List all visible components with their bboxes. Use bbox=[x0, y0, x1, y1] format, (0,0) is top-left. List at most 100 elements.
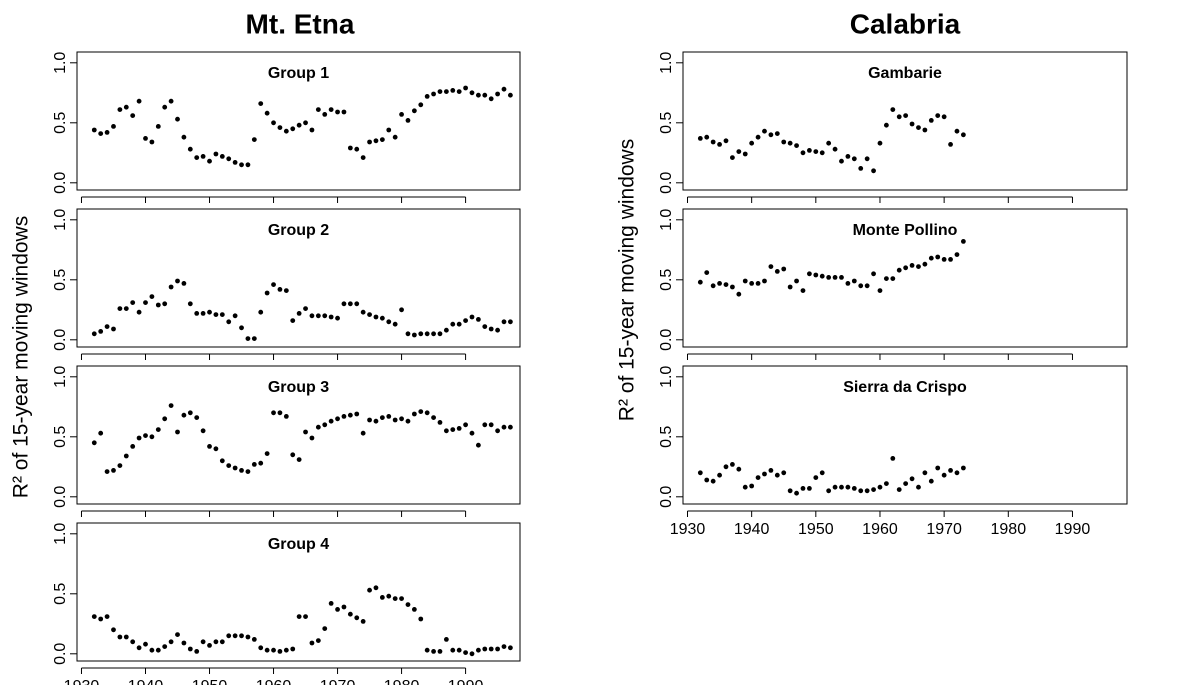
point bbox=[232, 633, 238, 639]
point bbox=[456, 647, 462, 653]
point bbox=[245, 469, 251, 474]
point bbox=[819, 273, 825, 279]
point bbox=[883, 481, 889, 486]
point bbox=[347, 412, 353, 418]
point bbox=[800, 288, 806, 293]
point bbox=[111, 627, 116, 633]
point bbox=[136, 309, 142, 315]
point bbox=[155, 647, 161, 653]
point bbox=[501, 644, 507, 649]
point bbox=[143, 136, 148, 141]
point bbox=[315, 424, 321, 430]
point bbox=[845, 154, 851, 159]
point bbox=[877, 140, 883, 146]
point bbox=[896, 267, 902, 273]
point bbox=[443, 428, 449, 434]
point bbox=[303, 429, 308, 435]
point bbox=[813, 149, 819, 155]
point bbox=[819, 470, 825, 476]
point bbox=[104, 324, 110, 329]
point bbox=[928, 118, 934, 123]
point bbox=[418, 616, 424, 622]
point bbox=[450, 321, 456, 327]
point bbox=[277, 125, 283, 130]
point bbox=[213, 639, 219, 645]
point bbox=[271, 410, 276, 416]
point bbox=[149, 294, 155, 299]
point bbox=[386, 593, 392, 599]
point bbox=[806, 486, 812, 491]
point bbox=[290, 452, 296, 458]
panel-title: Sierra da Crispo bbox=[843, 379, 967, 396]
point bbox=[200, 154, 206, 159]
point bbox=[143, 300, 148, 305]
point bbox=[149, 434, 155, 440]
point bbox=[123, 453, 129, 459]
point bbox=[890, 107, 896, 112]
point bbox=[781, 139, 787, 145]
y-tick-label: 0.5 bbox=[658, 112, 675, 134]
point bbox=[456, 426, 462, 431]
point bbox=[283, 414, 289, 419]
point bbox=[123, 306, 129, 311]
x-tick-label: 1970 bbox=[320, 678, 356, 685]
point bbox=[143, 641, 148, 647]
point bbox=[239, 633, 244, 639]
point bbox=[181, 640, 187, 646]
point bbox=[130, 300, 136, 305]
point bbox=[710, 283, 716, 289]
point bbox=[360, 619, 366, 624]
point bbox=[219, 154, 225, 159]
point bbox=[704, 477, 710, 483]
point bbox=[392, 134, 398, 140]
point bbox=[749, 140, 755, 146]
point bbox=[507, 645, 513, 651]
point bbox=[723, 138, 729, 144]
point bbox=[909, 263, 915, 268]
point bbox=[928, 478, 934, 484]
point bbox=[162, 644, 168, 649]
point bbox=[181, 281, 187, 286]
point bbox=[341, 109, 347, 115]
point bbox=[290, 318, 296, 323]
point bbox=[890, 276, 896, 281]
point bbox=[367, 417, 372, 423]
point bbox=[181, 412, 187, 418]
point bbox=[207, 643, 212, 648]
point bbox=[437, 420, 443, 425]
point bbox=[418, 331, 424, 337]
point bbox=[411, 332, 417, 338]
point bbox=[328, 601, 334, 606]
point bbox=[207, 309, 212, 315]
point bbox=[239, 468, 244, 473]
point bbox=[405, 118, 411, 123]
point bbox=[232, 160, 238, 165]
point bbox=[800, 486, 806, 491]
point bbox=[130, 639, 136, 645]
point bbox=[839, 275, 844, 280]
point bbox=[392, 596, 398, 601]
point bbox=[960, 239, 966, 244]
y-tick-label: 0.0 bbox=[52, 486, 69, 508]
y-tick-label: 0.5 bbox=[52, 583, 69, 605]
point bbox=[296, 311, 302, 316]
point bbox=[475, 317, 481, 322]
x-tick-label: 1950 bbox=[192, 678, 228, 685]
point bbox=[794, 490, 799, 496]
point bbox=[456, 321, 462, 327]
point bbox=[149, 139, 155, 145]
plot-frame bbox=[76, 208, 521, 348]
point bbox=[469, 90, 475, 96]
point bbox=[392, 321, 398, 327]
x-tick-label: 1980 bbox=[384, 678, 420, 685]
y-tick-label: 1.0 bbox=[52, 52, 69, 74]
point bbox=[264, 451, 270, 456]
point bbox=[717, 472, 722, 478]
point bbox=[495, 428, 500, 434]
x-tick-label: 1990 bbox=[448, 678, 484, 685]
point bbox=[175, 278, 180, 284]
point bbox=[717, 142, 722, 147]
y-tick-label: 0.0 bbox=[658, 329, 675, 351]
y-axis-label: R² of 15-year moving windows bbox=[10, 216, 33, 498]
point bbox=[258, 460, 264, 466]
